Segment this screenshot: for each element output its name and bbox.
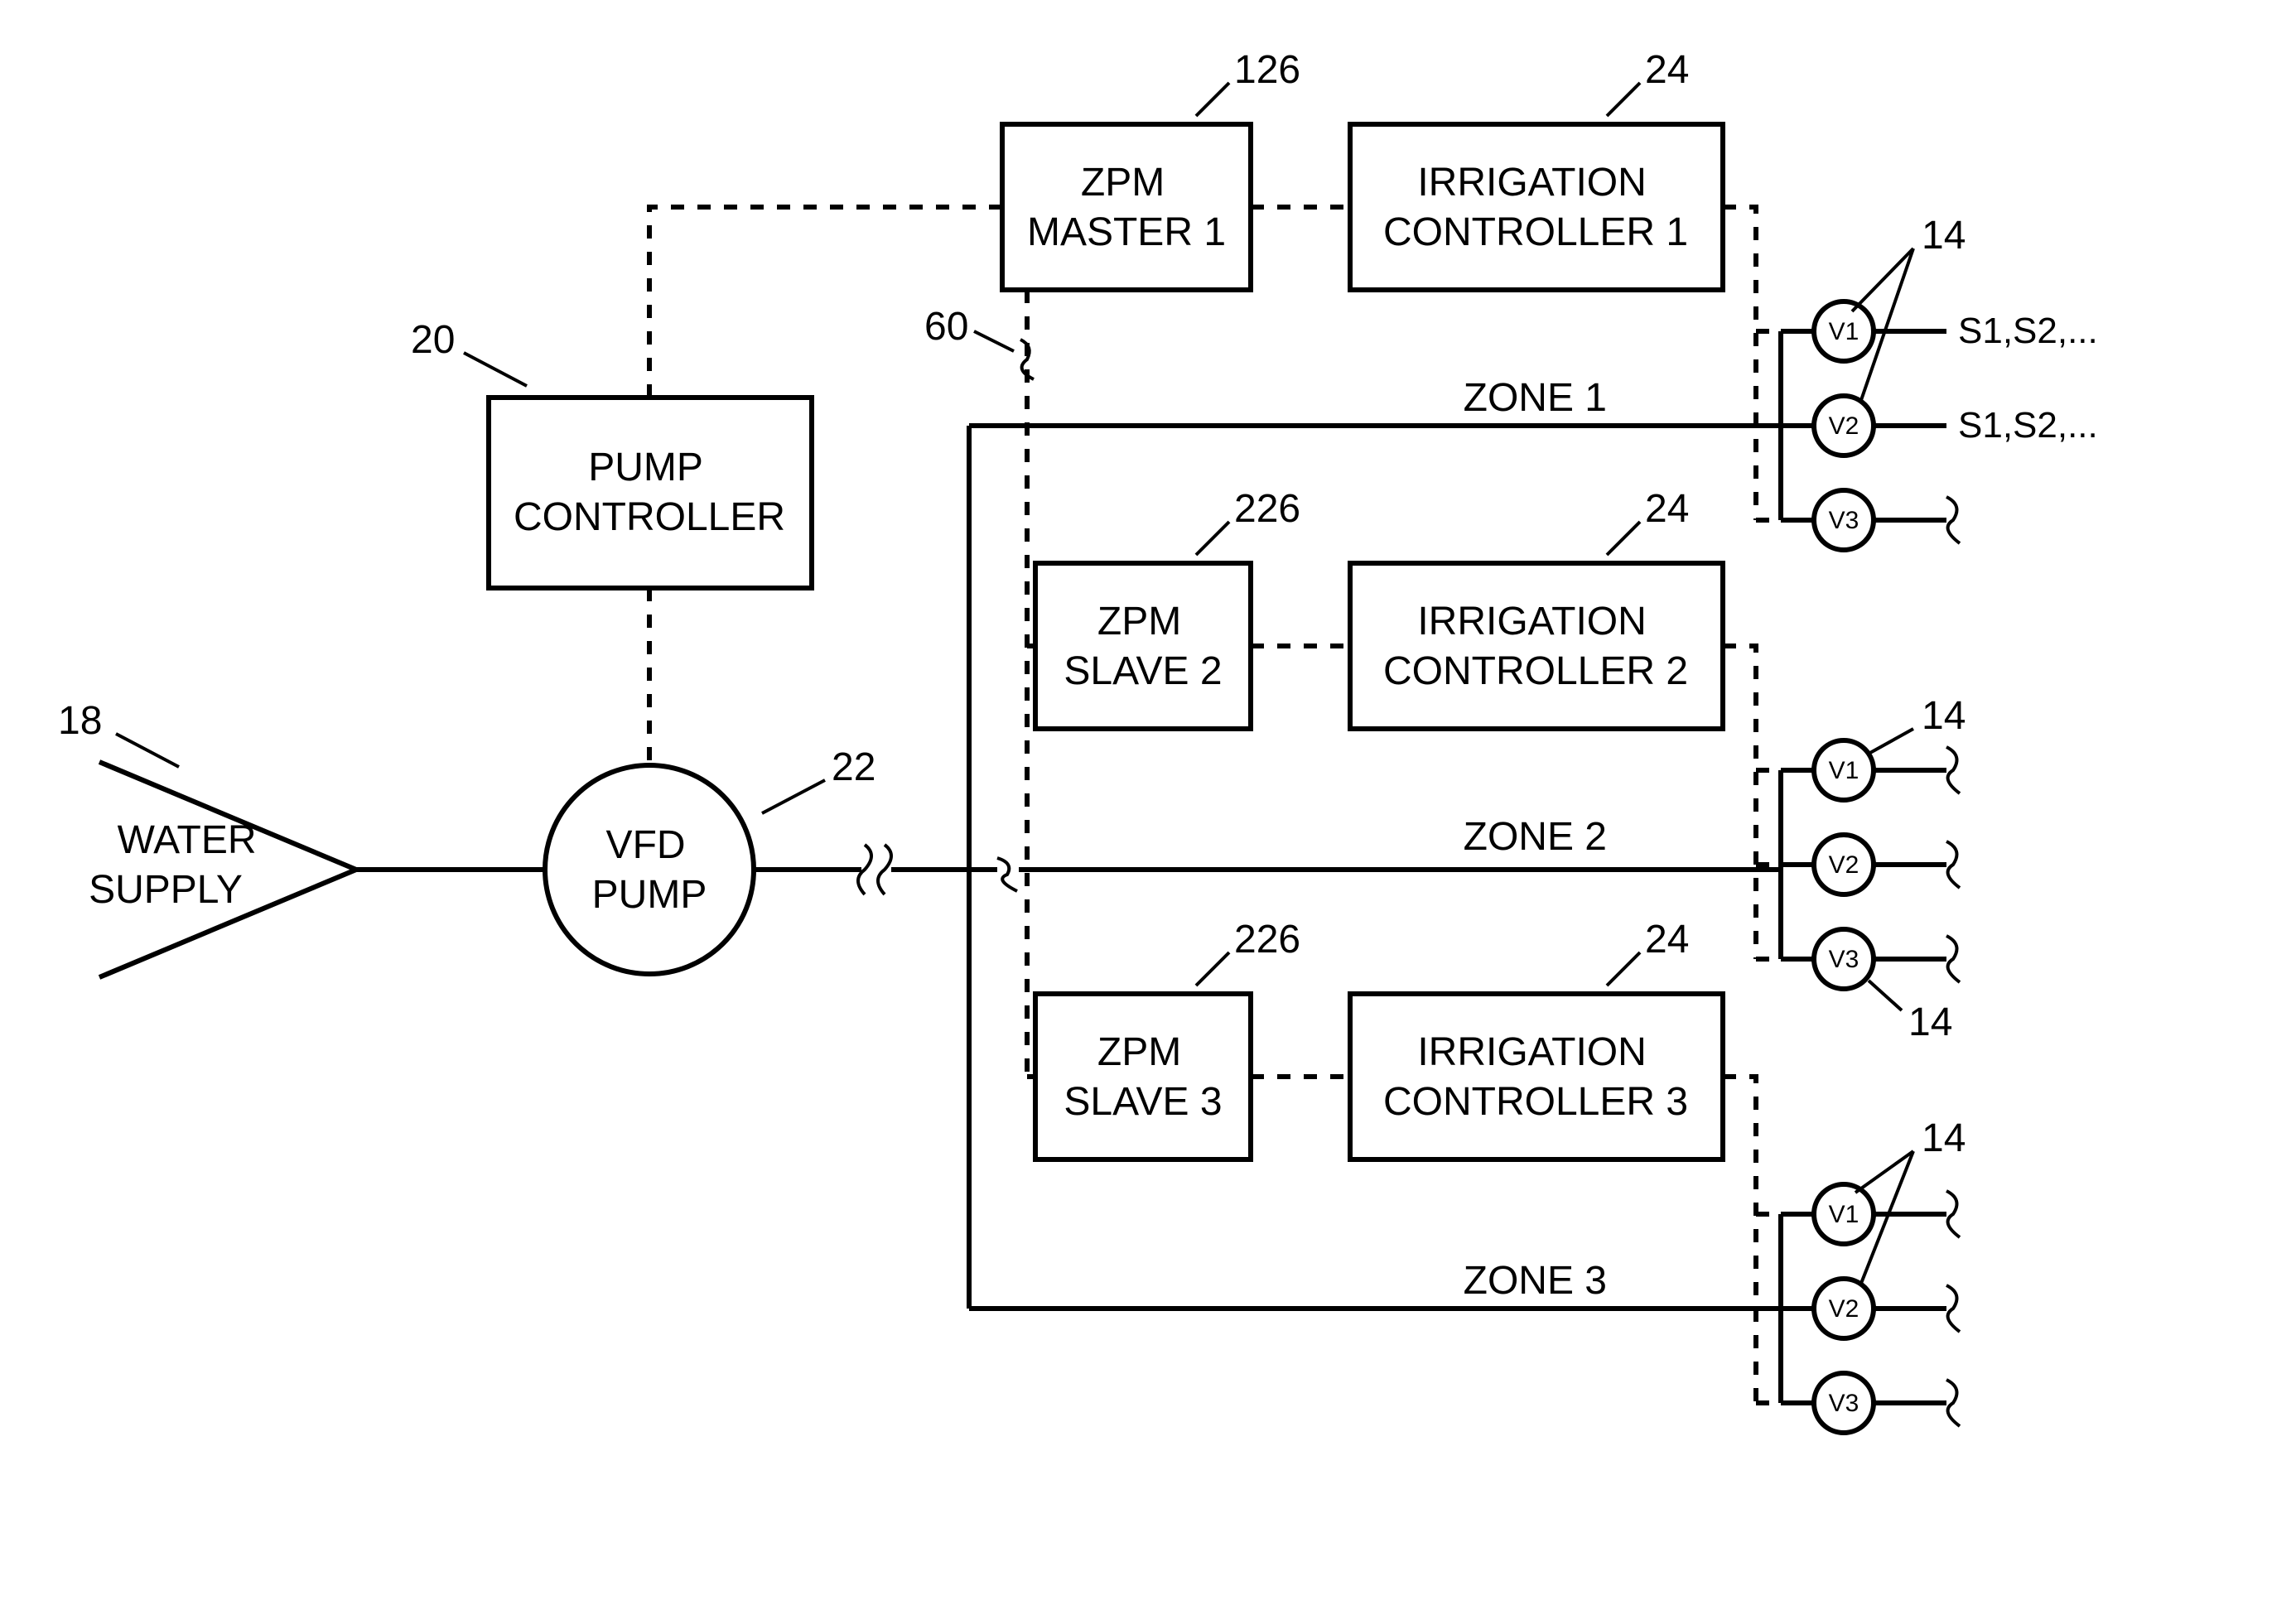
ref-zpm-slave-2: 226 — [1234, 487, 1300, 531]
water-supply: WATER SUPPLY 18 — [58, 699, 356, 977]
zone-1-label: ZONE 1 — [1464, 376, 1607, 420]
zone1-v2-label: V2 — [1829, 412, 1859, 440]
ref-zone1-valves: 14 — [1922, 214, 1966, 258]
ref-vfd-pump: 22 — [832, 745, 875, 789]
ref-zpm-master-1: 126 — [1234, 48, 1300, 92]
pump-controller: PUMP CONTROLLER 20 — [411, 318, 812, 588]
zone1-v3: V3 — [1814, 490, 1960, 550]
ref-zone2-valves-b: 14 — [1908, 1000, 1952, 1044]
ref-irr-ctrl-2: 24 — [1645, 487, 1689, 531]
zone2-v2-label: V2 — [1829, 851, 1859, 879]
ref-irr-ctrl-1: 24 — [1645, 48, 1689, 92]
ref-irr-ctrl-3: 24 — [1645, 918, 1689, 962]
vfd-pump: VFD PUMP 22 — [545, 745, 875, 974]
ref-water-supply: 18 — [58, 699, 102, 743]
ref-zpm-slave-3: 226 — [1234, 918, 1300, 962]
zpm-master-1: ZPM MASTER 1 126 — [1002, 48, 1300, 290]
zone2-v3-label: V3 — [1829, 946, 1859, 973]
zone2-v3: V3 — [1814, 929, 1960, 989]
irr-ctrl-2-label: IRRIGATION CONTROLLER 2 — [1383, 600, 1688, 693]
vfd-pump-label: VFD PUMP — [592, 823, 707, 917]
zone3-v3-label: V3 — [1829, 1390, 1859, 1417]
zone2-v1-label: V1 — [1829, 757, 1859, 784]
zone-2: ZONE 2 V1 V2 V3 14 14 — [1464, 646, 1966, 1044]
ref-zone2-valves-a: 14 — [1922, 694, 1966, 738]
ref-zone3-valves: 14 — [1922, 1116, 1966, 1160]
zone1-v2-s: S1,S2,... — [1958, 405, 2098, 446]
zpm-slave-2: ZPM SLAVE 2 226 — [1035, 487, 1300, 729]
line-pc-zpm1 — [649, 207, 1002, 398]
irrigation-controller-3: IRRIGATION CONTROLLER 3 24 — [1350, 918, 1723, 1159]
zone3-v2: V2 — [1814, 1279, 1960, 1338]
zone3-v2-label: V2 — [1829, 1295, 1859, 1323]
main-water-line — [754, 426, 1781, 1309]
zone3-v3: V3 — [1814, 1373, 1960, 1433]
irrigation-diagram: WATER SUPPLY 18 PUMP CONTROLLER 20 VFD P… — [0, 0, 2296, 1610]
zone1-v2: V2 S1,S2,... — [1814, 396, 2098, 456]
zone-1: ZONE 1 V1 S1,S2,... V2 S1,S2,... V3 — [1464, 207, 2098, 550]
zone-2-label: ZONE 2 — [1464, 815, 1607, 859]
zone2-v1: V1 — [1814, 740, 1960, 800]
ref-pump-controller: 20 — [411, 318, 455, 362]
irr-ctrl-1-label: IRRIGATION CONTROLLER 1 — [1383, 161, 1688, 254]
zone1-v3-label: V3 — [1829, 507, 1859, 534]
zone-3-label: ZONE 3 — [1464, 1259, 1607, 1303]
irrigation-controller-1: IRRIGATION CONTROLLER 1 24 — [1350, 48, 1723, 290]
zpm-slave-3: ZPM SLAVE 3 226 — [1035, 918, 1300, 1159]
pump-controller-label: PUMP CONTROLLER — [514, 446, 785, 539]
zone1-v1: V1 S1,S2,... — [1814, 301, 2098, 361]
irrigation-controller-2: IRRIGATION CONTROLLER 2 24 — [1350, 487, 1723, 729]
zpm-slave-3-label: ZPM SLAVE 3 — [1064, 1030, 1222, 1124]
zone1-v1-label: V1 — [1829, 318, 1859, 345]
zone3-v1-label: V1 — [1829, 1201, 1859, 1228]
zone1-v1-s: S1,S2,... — [1958, 311, 2098, 351]
zone2-v2: V2 — [1814, 835, 1960, 894]
zpm-slave-2-label: ZPM SLAVE 2 — [1064, 600, 1222, 693]
water-supply-label: WATER SUPPLY — [89, 818, 263, 912]
zone-3: ZONE 3 V1 V2 V3 14 — [1464, 1077, 1966, 1433]
irr-ctrl-3-label: IRRIGATION CONTROLLER 3 — [1383, 1030, 1688, 1124]
zpm-bus: 60 — [924, 290, 1035, 1077]
zpm-master-1-label: ZPM MASTER 1 — [1027, 161, 1226, 254]
ref-bus: 60 — [924, 305, 968, 349]
